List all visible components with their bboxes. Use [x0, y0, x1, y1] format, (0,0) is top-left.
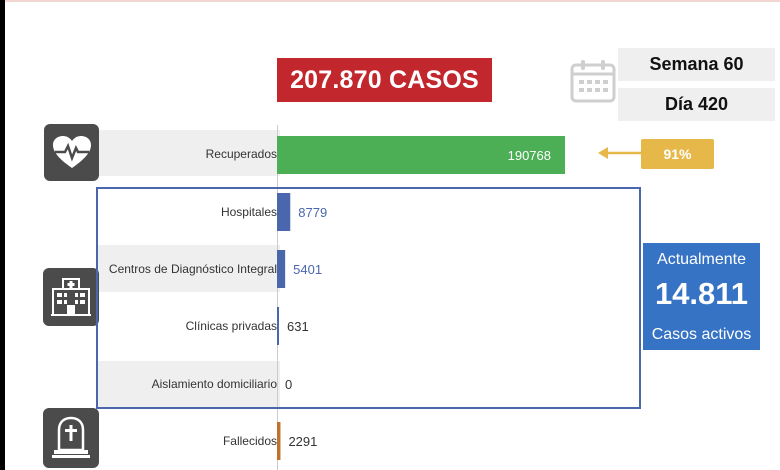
recovered-percent-badge: 91% — [641, 139, 714, 169]
top-divider — [5, 0, 780, 2]
value-label-cdi: 5401 — [293, 262, 322, 277]
arrow-left-icon — [598, 147, 642, 159]
value-label-recovered: 190768 — [508, 148, 551, 163]
value-label-deceased: 2291 — [288, 434, 317, 449]
day-label: Día 420 — [618, 88, 775, 121]
heart-pulse-icon — [52, 135, 91, 168]
chart-baseline — [277, 125, 278, 470]
active-cases-caption: Casos activos — [651, 326, 752, 343]
calendar-icon — [570, 60, 616, 103]
care-centers-bracket — [96, 187, 641, 409]
tombstone-icon — [52, 416, 90, 458]
row-background-home-isolation — [97, 361, 280, 408]
category-label-deceased: Fallecidos — [222, 434, 277, 448]
category-label-home-isolation: Aislamiento domiciliario — [151, 377, 277, 391]
active-cases-value: 14.811 — [654, 276, 749, 311]
deceased-panel — [43, 408, 99, 468]
value-label-private-clinics: 631 — [287, 319, 309, 334]
week-label: Semana 60 — [618, 48, 775, 81]
value-label-hospitals: 8779 — [298, 205, 327, 220]
active-cases-box: Actualmente 14.811 Casos activos — [643, 243, 760, 350]
category-label-cdi: Centros de Diagnóstico Integral — [108, 262, 277, 276]
active-cases-label: Actualmente — [657, 251, 746, 268]
bar-hospitals — [277, 193, 291, 231]
bar-deceased — [277, 422, 281, 460]
care-centers-panel — [43, 268, 99, 326]
infographic: 207.870 CASOS Semana 60 Día 420 Recupera… — [5, 0, 780, 470]
hospital-building-icon — [51, 278, 91, 316]
bar-chart: 190768 8779 5401 631 0 2291 — [277, 136, 565, 460]
bar-cdi — [277, 250, 286, 288]
category-label-hospitals: Hospitales — [220, 205, 277, 219]
bar-private-clinics — [277, 307, 279, 345]
total-cases-banner: 207.870 CASOS — [277, 58, 492, 102]
category-label-private-clinics: Clínicas privadas — [185, 319, 277, 333]
recovered-panel — [44, 124, 99, 181]
category-label-recovered: Recuperados — [205, 147, 277, 161]
value-label-home-isolation: 0 — [285, 377, 292, 392]
row-background-cdi — [97, 245, 280, 292]
row-background-recovered — [97, 130, 280, 176]
bar-recovered — [277, 136, 565, 174]
